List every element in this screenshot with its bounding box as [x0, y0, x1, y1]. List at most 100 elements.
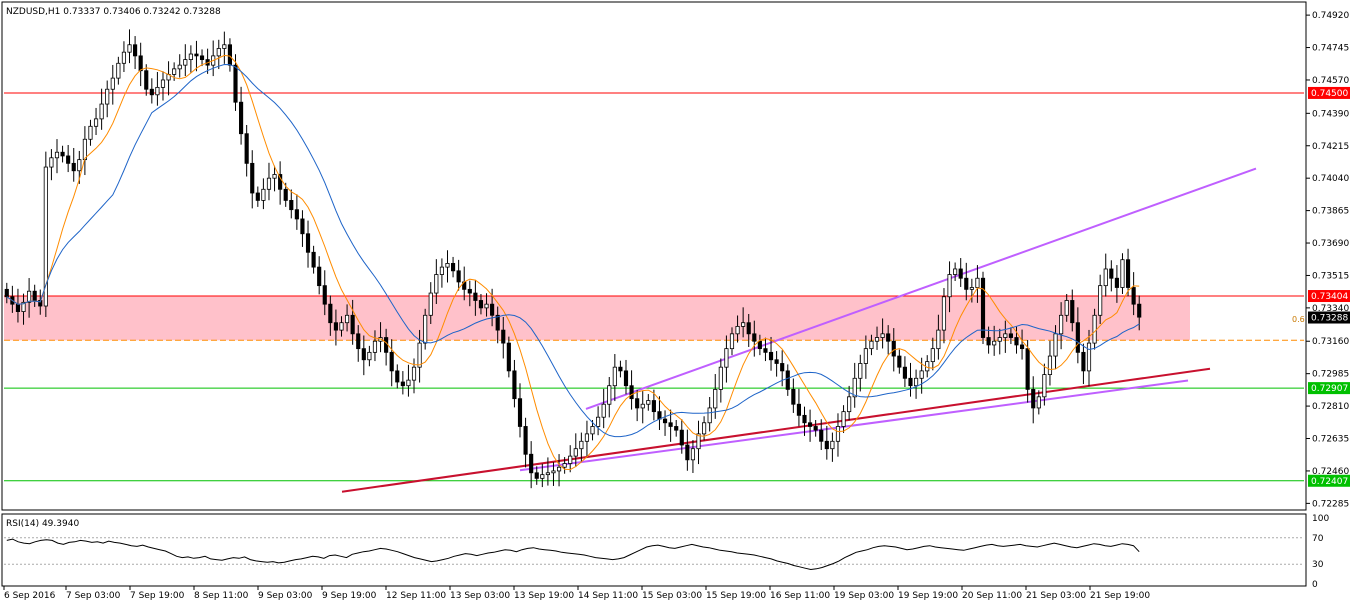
support-resistance-zone [4, 296, 1190, 341]
candle-body [428, 292, 433, 316]
price-tag: 0.73404 [1308, 290, 1350, 303]
candle-body [300, 218, 305, 235]
lower-channel-line [519, 379, 1189, 472]
candle-body [222, 44, 227, 49]
price-tick-label: 0.72810 [1312, 402, 1349, 412]
candle-body [774, 359, 779, 364]
candle-body [445, 263, 450, 268]
candle-body [77, 159, 82, 172]
candle-body [127, 44, 132, 53]
candle-body [556, 466, 562, 472]
candle-body [333, 322, 338, 331]
candle-body [1064, 300, 1069, 316]
price-tag: 0.72907 [1308, 382, 1350, 395]
candle-body [517, 398, 523, 427]
price-tick-label: 0.74215 [1312, 142, 1349, 152]
candle-body [869, 340, 874, 350]
candle-body [450, 263, 456, 272]
candle-body [406, 379, 411, 387]
candle-body [596, 416, 601, 427]
candle-body [328, 303, 333, 324]
candle-body [540, 474, 545, 479]
candle-body [434, 274, 439, 294]
candle-body [1031, 389, 1036, 409]
rsi-plot-frame [1, 513, 1307, 587]
price-tick-label: 0.72460 [1312, 467, 1349, 477]
price-tick-label: 0.73160 [1312, 337, 1349, 347]
candle-body [1103, 268, 1108, 287]
candle-body [278, 174, 283, 190]
candle-body [239, 101, 244, 135]
candle-body [361, 348, 366, 361]
candle-body [216, 48, 221, 57]
pink-zone-layer [4, 296, 1304, 341]
candle-body [317, 266, 322, 287]
candle-body [411, 366, 417, 381]
candle-body [919, 370, 924, 379]
price-tick-label: 0.74920 [1312, 11, 1349, 21]
candle-body [941, 296, 947, 331]
candle-body [880, 333, 885, 338]
price-tick-label: 0.74040 [1312, 174, 1349, 184]
time-tick-label: 13 Sep 19:00 [514, 591, 574, 601]
time-tick-label: 12 Sep 11:00 [386, 591, 446, 601]
candle-body [495, 314, 500, 331]
rsi-title: RSI(14) 49.3940 [6, 519, 79, 529]
candle-body [752, 333, 757, 342]
price-tick-label: 0.73515 [1312, 271, 1349, 281]
candle-body [512, 370, 517, 400]
candle-body [768, 351, 774, 361]
candle-body [177, 64, 182, 70]
candle-body [88, 125, 93, 140]
candle-body [283, 188, 288, 201]
candle-body [27, 290, 32, 303]
candle-body [490, 303, 495, 316]
candle-body [305, 233, 311, 253]
candle-body [992, 340, 997, 346]
candle-body [662, 418, 668, 424]
candle-body [780, 363, 785, 372]
candle-body [99, 103, 104, 120]
candle-body [110, 77, 115, 90]
candle-body [133, 44, 138, 57]
candle-body [339, 322, 344, 331]
candle-body [623, 370, 629, 387]
candle-body [395, 370, 400, 383]
time-tick-label: 15 Sep 03:00 [642, 591, 702, 601]
candle-body [830, 440, 835, 450]
candle-body [980, 277, 986, 338]
candle-body [194, 53, 199, 57]
candle-body [757, 340, 762, 350]
candle-body [144, 70, 149, 90]
candle-body [685, 444, 690, 461]
rsi-tick-label: 0 [1312, 580, 1318, 590]
time-tick-label: 21 Sep 19:00 [1090, 591, 1150, 601]
candle-body [1003, 333, 1008, 338]
candle-body [724, 348, 729, 368]
price-tag-label: 0.72407 [1311, 477, 1348, 487]
time-tick-label: 19 Sep 03:00 [834, 591, 894, 601]
candle-body [199, 55, 205, 60]
candle-body [958, 268, 963, 279]
candle-body [635, 398, 640, 409]
candle-body [584, 433, 590, 442]
candle-body [886, 333, 891, 342]
candle-body [947, 274, 952, 298]
candle-body [847, 396, 852, 413]
time-tick-label: 14 Sep 11:00 [578, 591, 638, 601]
candle-body [1092, 314, 1097, 344]
candle-body [1125, 259, 1131, 288]
candle-body [640, 403, 645, 409]
candle-body [914, 377, 919, 387]
candle-body [696, 433, 701, 450]
price-tag-bg [1308, 86, 1350, 99]
candle-body [227, 44, 233, 66]
chart-title: NZDUSD,H1 0.73337 0.73406 0.73242 0.7328… [6, 7, 221, 17]
rsi-tick-label: 100 [1312, 514, 1329, 524]
time-tick-label: 13 Sep 03:00 [450, 591, 510, 601]
candle-body [741, 322, 746, 327]
candle-body [66, 155, 71, 164]
candle-body [244, 133, 249, 164]
candle-body [1086, 342, 1092, 372]
